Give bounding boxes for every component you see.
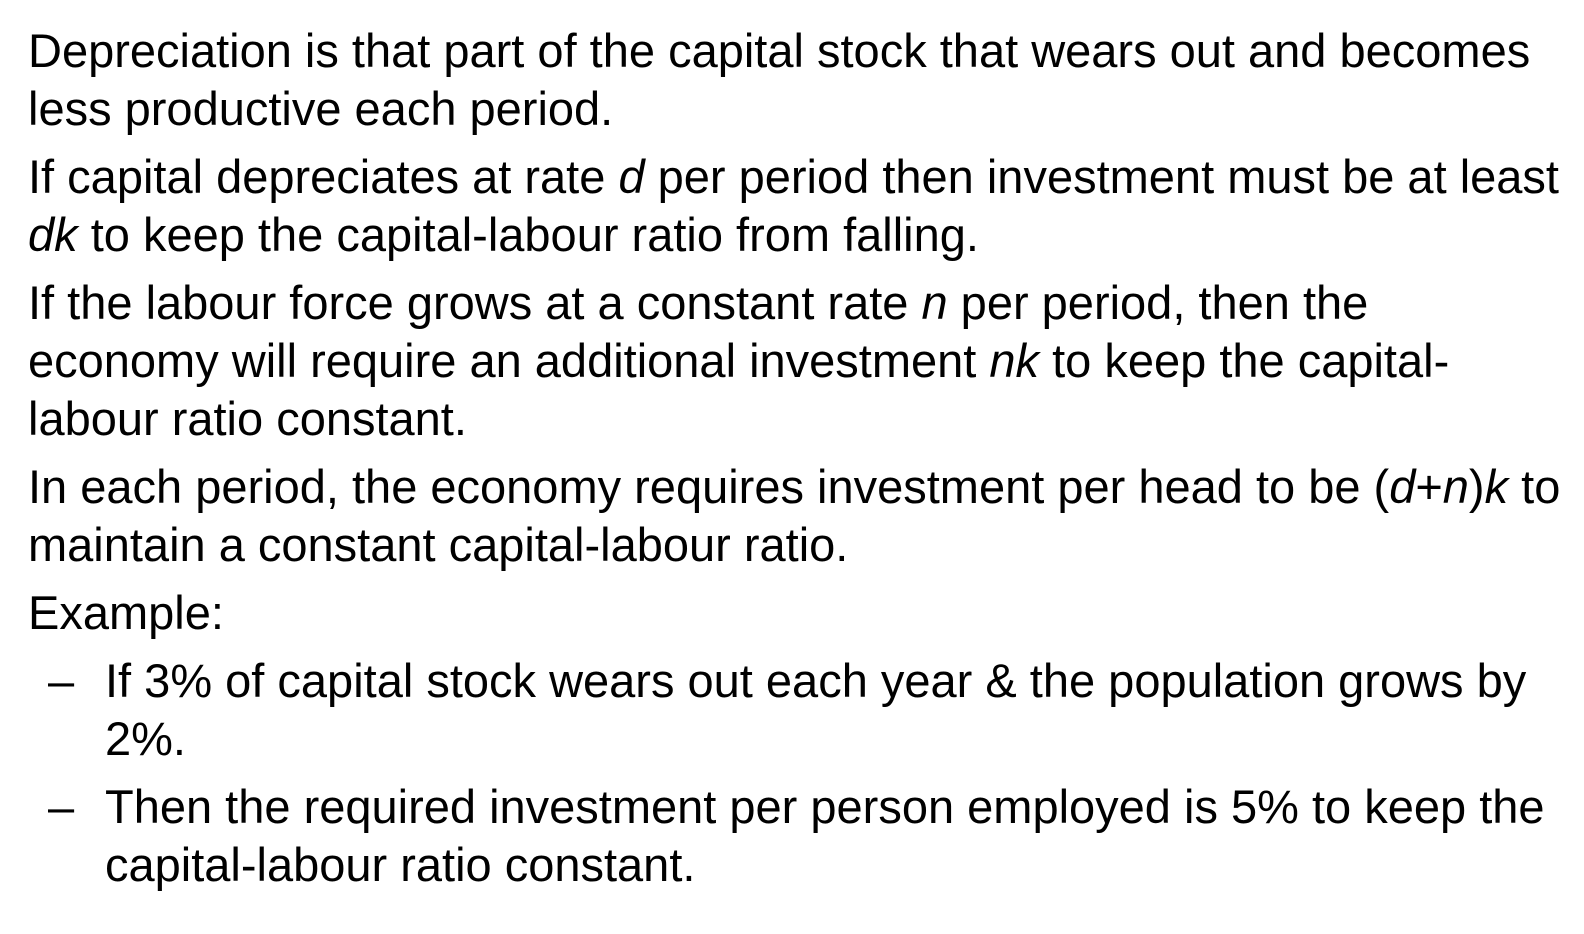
variable-n: n [921, 276, 948, 329]
dash-bullet: – [48, 654, 75, 707]
list-item: – Then the required investment per perso… [28, 778, 1568, 894]
example-list: – If 3% of capital stock wears out each … [28, 652, 1568, 894]
text-segment: Example: [28, 586, 224, 639]
variable-nk: nk [989, 334, 1040, 387]
text-segment: + [1415, 460, 1443, 513]
text-segment: to keep the capital-labour ratio constan… [28, 334, 1450, 445]
variable-n: n [1442, 460, 1469, 513]
text-segment: Depreciation is that part of the capital… [28, 24, 1531, 135]
dash-bullet: – [48, 780, 75, 833]
text-segment: In each period, the economy requires inv… [28, 460, 1390, 513]
list-item-text: Then the required investment per person … [105, 780, 1545, 891]
text-segment: to maintain a constant capital-labour ra… [28, 460, 1561, 571]
variable-k: k [1484, 460, 1509, 513]
paragraph-example-heading: Example: [28, 584, 1568, 642]
variable-dk: dk [28, 208, 78, 261]
list-item-text: If 3% of capital stock wears out each ye… [105, 654, 1527, 765]
paragraph-depreciation-rate: If capital depreciates at rate d per per… [28, 148, 1568, 264]
variable-d: d [618, 150, 645, 203]
text-segment: per period then investment must be at le… [644, 150, 1559, 203]
paragraph-labour-growth: If the labour force grows at a constant … [28, 274, 1568, 448]
text-segment: If capital depreciates at rate [28, 150, 619, 203]
text-segment: per period, then the economy will requir… [28, 276, 1369, 387]
paragraph-depreciation-definition: Depreciation is that part of the capital… [28, 22, 1568, 138]
text-segment: If the labour force grows at a constant … [28, 276, 922, 329]
paragraph-required-investment: In each period, the economy requires inv… [28, 458, 1568, 574]
list-item: – If 3% of capital stock wears out each … [28, 652, 1568, 768]
text-segment: to keep the capital-labour ratio from fa… [77, 208, 979, 261]
slide-body: Depreciation is that part of the capital… [28, 22, 1568, 904]
text-segment: ) [1468, 460, 1485, 513]
variable-d: d [1389, 460, 1416, 513]
